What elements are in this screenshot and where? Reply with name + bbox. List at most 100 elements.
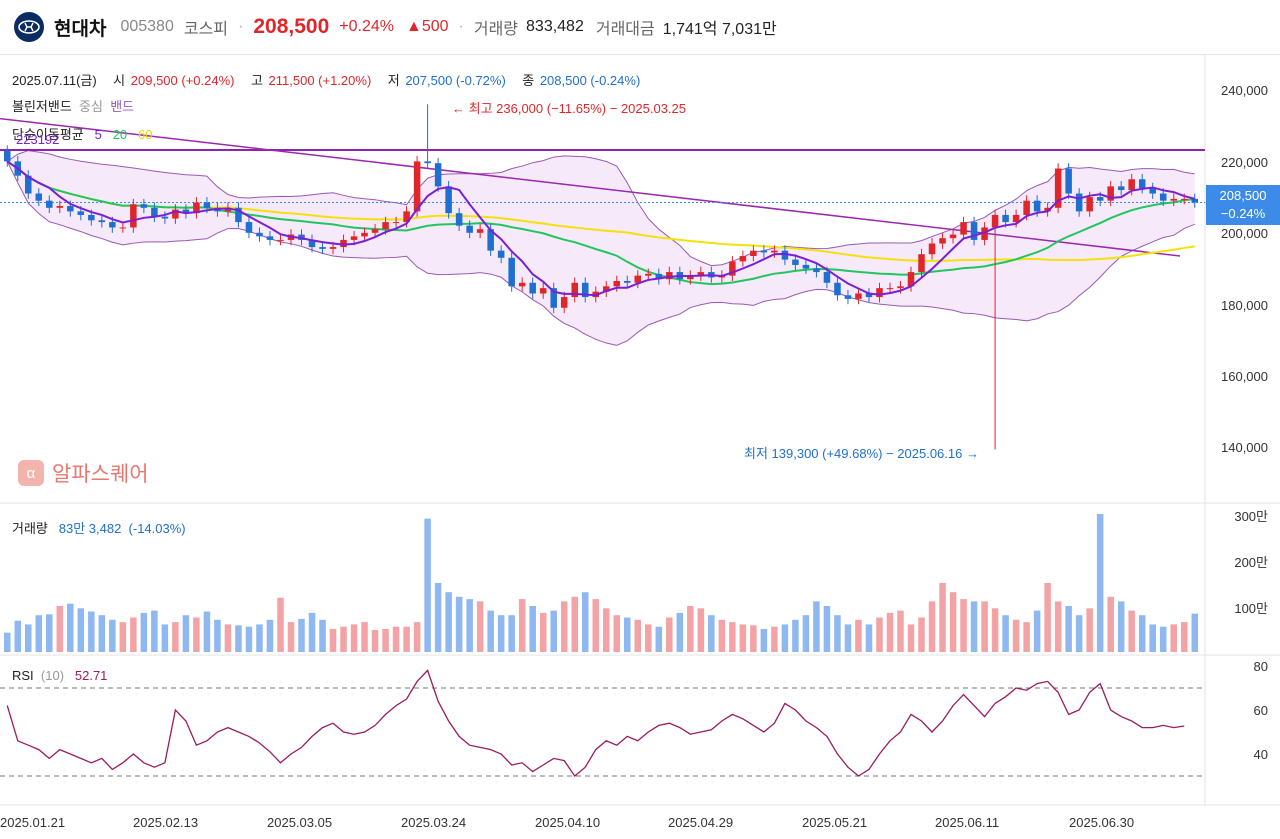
volume-axis-label: 300만 bbox=[1234, 509, 1268, 524]
candle-body bbox=[771, 250, 778, 253]
hline-value-label: 223192 bbox=[16, 132, 60, 147]
alphasquare-watermark: α 알파스퀘어 bbox=[18, 458, 149, 488]
candle-body bbox=[350, 236, 358, 240]
candle-body bbox=[455, 213, 463, 226]
candle-body bbox=[508, 257, 515, 287]
volume-bar bbox=[865, 624, 873, 652]
volume-bar bbox=[182, 615, 190, 652]
bollinger-label: 볼린저밴드 bbox=[12, 99, 72, 114]
volume-bar bbox=[991, 608, 999, 652]
high-label: 고 bbox=[250, 73, 263, 88]
candle-body bbox=[834, 282, 841, 296]
price-tag-rate: −0.24% bbox=[1220, 206, 1266, 221]
volume-bar bbox=[203, 611, 211, 652]
candle-body bbox=[666, 272, 673, 280]
candle-body bbox=[970, 222, 978, 240]
volume-bar bbox=[792, 619, 799, 652]
price-axis-label: 160,000 bbox=[1221, 369, 1268, 384]
volume-bar bbox=[329, 629, 337, 652]
candle-body bbox=[340, 239, 347, 248]
volume-value: 833,482 bbox=[526, 18, 584, 35]
volume-bar bbox=[813, 601, 820, 652]
volume-bar bbox=[308, 612, 316, 652]
candle-body bbox=[529, 282, 536, 294]
stock-name: 현대차 bbox=[54, 18, 107, 40]
volume-bar bbox=[161, 624, 169, 652]
bollinger-legend[interactable]: 볼린저밴드 중심 밴드 bbox=[12, 96, 134, 115]
rsi-legend: RSI (10) 52.71 bbox=[12, 668, 107, 683]
candle-body bbox=[67, 206, 74, 212]
candle-body bbox=[624, 280, 631, 283]
candle-body bbox=[277, 239, 284, 241]
rsi-axis-label: 60 bbox=[1253, 703, 1268, 718]
candle-body bbox=[1191, 198, 1199, 203]
candle-body bbox=[140, 204, 148, 208]
volume-bar bbox=[897, 610, 904, 652]
candle-body bbox=[981, 227, 988, 240]
separator-dot: · bbox=[238, 18, 244, 35]
candle-body bbox=[928, 243, 936, 255]
volume-bar bbox=[970, 601, 978, 652]
candle-body bbox=[1033, 200, 1041, 212]
volume-bar bbox=[918, 617, 925, 652]
volume-bar bbox=[14, 620, 22, 652]
candle-body bbox=[130, 204, 137, 228]
volume-bar bbox=[1170, 624, 1177, 652]
candle-body bbox=[897, 286, 904, 289]
candle-body bbox=[56, 206, 64, 208]
candle-body bbox=[1054, 168, 1062, 208]
candle-body bbox=[907, 272, 915, 287]
candle-body bbox=[46, 200, 53, 208]
volume-bar bbox=[3, 632, 11, 652]
volume-bar bbox=[981, 601, 988, 652]
candle-body bbox=[161, 216, 169, 219]
volume-bar bbox=[277, 597, 284, 652]
candle-body bbox=[476, 229, 484, 233]
sma-label: 단순이동평균 bbox=[12, 127, 84, 142]
volume-bar bbox=[771, 626, 778, 652]
volume-bar bbox=[592, 599, 600, 652]
candle-body bbox=[602, 286, 610, 292]
volume-bar bbox=[823, 606, 831, 652]
volume-bar bbox=[67, 603, 74, 652]
candle-body bbox=[960, 222, 967, 235]
volume-bar bbox=[581, 592, 589, 652]
volume-bar bbox=[844, 624, 852, 652]
candle-body bbox=[382, 222, 389, 230]
change-amount: ▲500 bbox=[405, 18, 449, 35]
volume-bar bbox=[46, 614, 53, 652]
volume-bar bbox=[876, 617, 883, 652]
volume-bar bbox=[403, 626, 410, 652]
candle-body bbox=[1138, 179, 1146, 189]
volume-bar bbox=[371, 629, 379, 652]
separator-dot: · bbox=[458, 18, 464, 35]
close-label: 종 bbox=[522, 73, 535, 88]
date-axis-label: 2025.05.21 bbox=[802, 815, 868, 830]
candle-body bbox=[392, 222, 400, 224]
candle-body bbox=[245, 222, 253, 233]
price-axis-label: 140,000 bbox=[1221, 440, 1268, 455]
volume-bar bbox=[1138, 615, 1146, 652]
watermark-text: 알파스퀘어 bbox=[52, 463, 149, 486]
volume-bar bbox=[56, 606, 64, 652]
candle-body bbox=[991, 214, 999, 228]
candle-body bbox=[88, 214, 95, 221]
volume-bar bbox=[834, 615, 841, 652]
close-value: 208,500 (-0.24%) bbox=[539, 73, 641, 88]
volume-bar bbox=[1096, 514, 1104, 652]
volume-bar bbox=[560, 601, 568, 652]
candle-body bbox=[1170, 198, 1177, 201]
volume-axis-label: 200만 bbox=[1234, 555, 1268, 570]
date-axis-label: 2025.06.11 bbox=[935, 815, 1000, 830]
volume-bar bbox=[760, 629, 768, 652]
volume-bar bbox=[434, 583, 442, 652]
volume-panel-label: 거래량 bbox=[12, 521, 48, 536]
volume-bar bbox=[35, 615, 43, 652]
volume-bar bbox=[224, 624, 232, 652]
sma-legend[interactable]: 단순이동평균 5 20 60 bbox=[12, 124, 152, 143]
volume-bar bbox=[350, 624, 358, 652]
volume-bar bbox=[98, 615, 106, 652]
volume-bar bbox=[1065, 606, 1072, 652]
sma60-label: 60 bbox=[138, 127, 153, 142]
